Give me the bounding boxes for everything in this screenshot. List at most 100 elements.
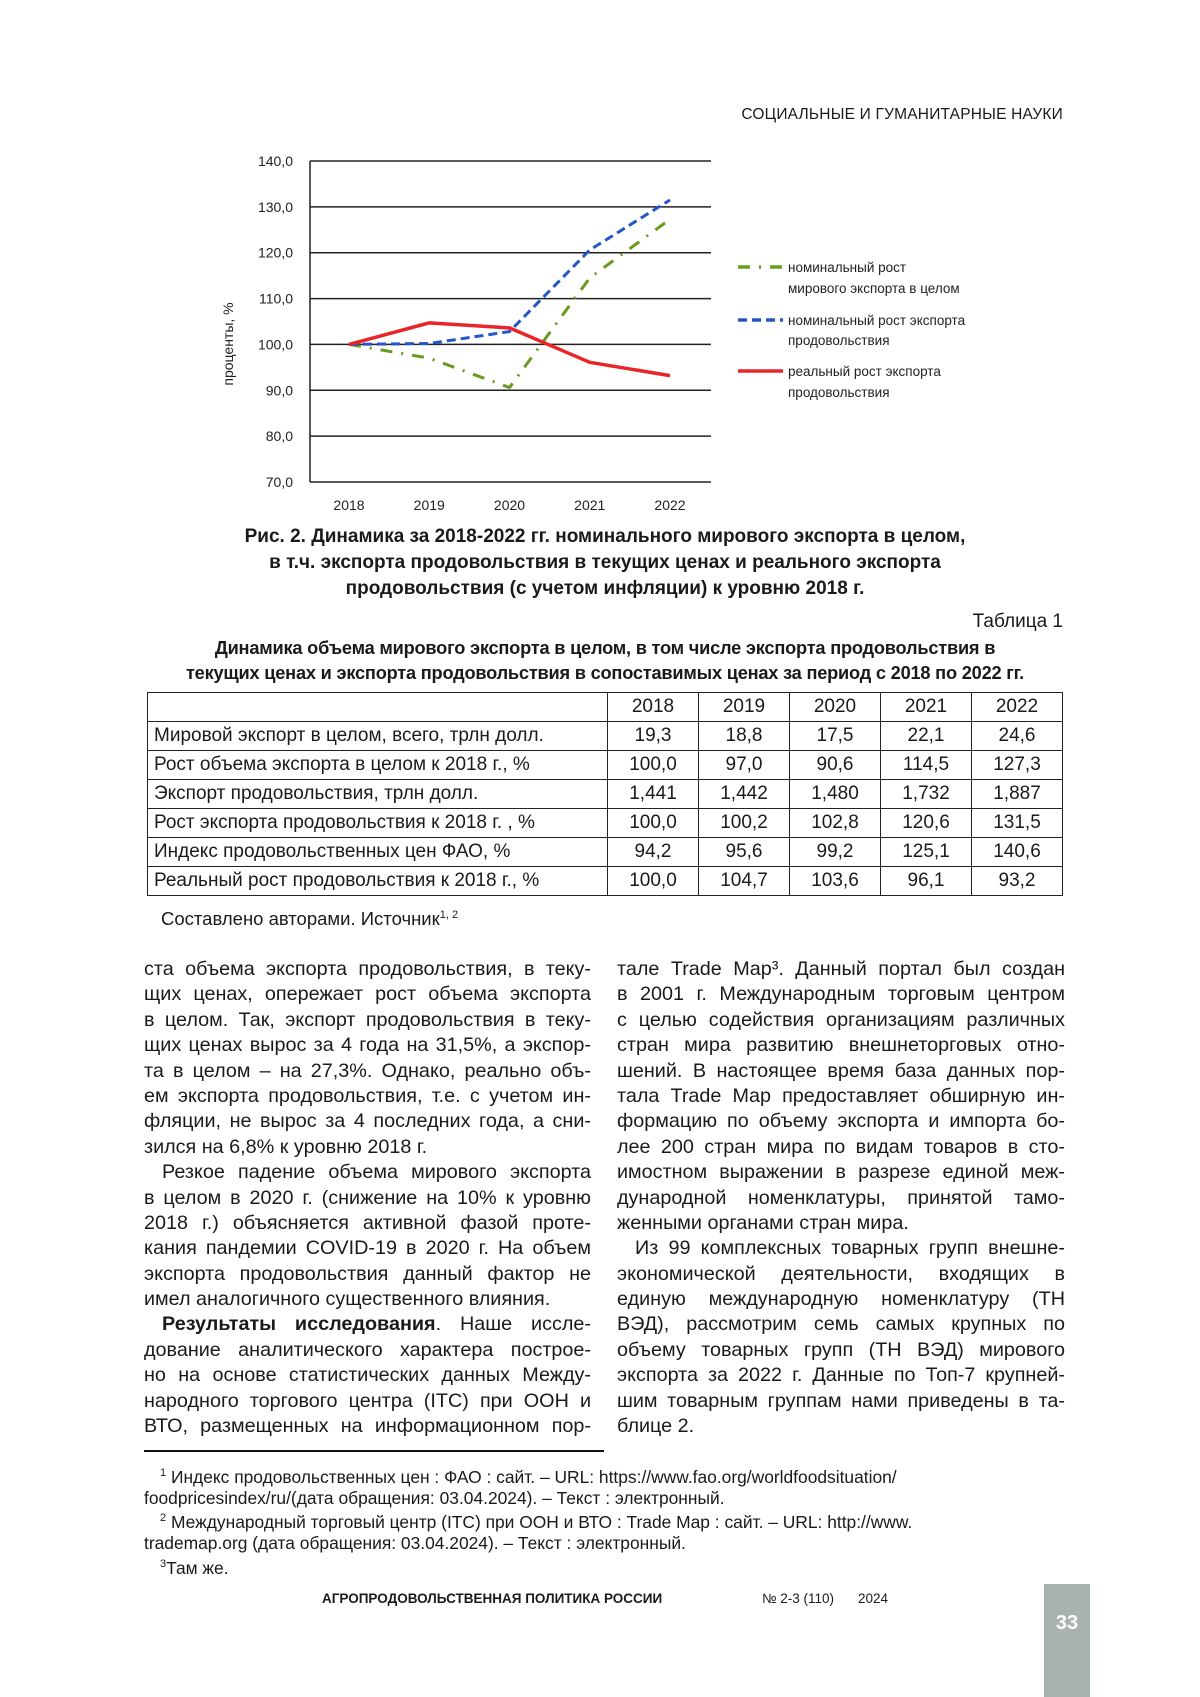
text-line-content: 2018 г.) объясняется активной фазой прот… <box>144 1212 591 1234</box>
row-label: Экспорт продовольствия, трлн долл. <box>148 780 608 809</box>
table-cell: 18,8 <box>699 722 790 751</box>
table-cell: 1,441 <box>608 780 699 809</box>
text-line-content: экспорта за 2022 г. Данные по Топ-7 круп… <box>617 1364 1065 1386</box>
caption-line: Рис. 2. Динамика за 2018-2022 гг. номина… <box>150 524 1060 550</box>
table-cell: 2020 <box>790 693 881 722</box>
table-cell: 1,480 <box>790 780 881 809</box>
row-label: Мировой экспорт в целом, всего, трлн дол… <box>148 722 608 751</box>
y-tick-label: 110,0 <box>259 291 293 307</box>
text-line-content: имел аналогичного существенного влияния. <box>144 1288 550 1310</box>
x-tick-label: 2018 <box>333 497 364 513</box>
text-line: в целом в 2020 г. (снижение на 10% к уро… <box>144 1186 591 1211</box>
text-line: народного торгового центра (ITC) при ООН… <box>144 1389 591 1414</box>
footnote-line: 3Там же. <box>144 1554 1065 1579</box>
table-cell: 100,0 <box>608 809 699 838</box>
text-line: экспорта продовольствия данный фактор не <box>144 1262 591 1287</box>
table-cell: 114,5 <box>881 751 972 780</box>
text-line: фляции, не вырос за 4 последних года, а … <box>144 1109 591 1134</box>
table-cell: 17,5 <box>790 722 881 751</box>
x-tick-label: 2020 <box>494 497 525 513</box>
text-line-content: женными органами стран мира. <box>617 1212 909 1234</box>
table-cell: 2019 <box>699 693 790 722</box>
row-label: Индекс продовольственных цен ФАО, % <box>148 838 608 867</box>
y-tick-label: 130,0 <box>258 199 293 215</box>
text-line-content: зился на 6,8% к уровню 2018 г. <box>144 1136 427 1158</box>
table-cell: 19,3 <box>608 722 699 751</box>
x-tick-label: 2019 <box>414 497 445 513</box>
text-line-content: в целом в 2020 г. (снижение на 10% к уро… <box>144 1187 591 1209</box>
table-cell: 1,887 <box>972 780 1063 809</box>
text-line-content: щих ценах, опережает рост объема экспорт… <box>144 983 591 1005</box>
table-cell: 93,2 <box>972 867 1063 896</box>
table-title: Динамика объема мирового экспорта в цело… <box>140 636 1070 686</box>
text-line-content: но на основе статистических данных Между… <box>144 1364 591 1386</box>
text-line-content: единую международную номенклатуру (ТН <box>617 1288 1065 1310</box>
footnote-line: 1 Индекс продовольственных цен : ФАО : с… <box>144 1463 1065 1488</box>
table-row: Мировой экспорт в целом, всего, трлн дол… <box>148 722 1063 751</box>
footer-journal: АГРОПРОДОВОЛЬСТВЕННАЯ ПОЛИТИКА РОССИИ <box>322 1591 662 1606</box>
table-title-line: текущих ценах и экспорта продовольствия … <box>140 661 1070 686</box>
figure-caption: Рис. 2. Динамика за 2018-2022 гг. номина… <box>150 524 1060 602</box>
text-line: экспорта за 2022 г. Данные по Топ-7 круп… <box>617 1363 1065 1388</box>
text-line: имел аналогичного существенного влияния. <box>144 1287 591 1312</box>
text-line: ста объема экспорта продовольствия, в те… <box>144 957 591 982</box>
table-cell: 120,6 <box>881 809 972 838</box>
table-cell: 96,1 <box>881 867 972 896</box>
text-line: имостном выражении в разрезе единой меж- <box>617 1160 1065 1185</box>
text-line-content: Резкое падение объема мирового экспорта <box>162 1161 591 1183</box>
table-cell: 125,1 <box>881 838 972 867</box>
row-label <box>148 693 608 722</box>
text-line-content: тала Trade Map предоставляет обширную ин… <box>617 1085 1065 1107</box>
table-cell: 100,0 <box>608 751 699 780</box>
table-cell: 102,8 <box>790 809 881 838</box>
text-line: та в целом – на 27,3%. Однако, реально о… <box>144 1059 591 1084</box>
text-line: единую международную номенклатуру (ТН <box>617 1287 1065 1312</box>
table-cell: 2021 <box>881 693 972 722</box>
text-line: в 2001 г. Международным торговым центром <box>617 982 1065 1007</box>
text-line-content: народного торгового центра (ITC) при ООН… <box>144 1390 591 1412</box>
text-line-content: ВЭД), рассмотрим семь самых крупных по <box>617 1313 1065 1335</box>
table-label: Таблица 1 <box>973 611 1063 633</box>
legend-label: номинальный рост <box>788 260 906 275</box>
page-number-tab <box>1044 1584 1090 1697</box>
text-line: шений. В настоящее время база данных пор… <box>617 1059 1065 1084</box>
table-row: Индекс продовольственных цен ФАО, %94,29… <box>148 838 1063 867</box>
footnote-text: trademap.org (дата обращения: 03.04.2024… <box>144 1533 686 1553</box>
table-cell: 104,7 <box>699 867 790 896</box>
legend-label: реальный рост экспорта <box>788 364 941 379</box>
line-chart: 70,080,090,0100,0110,0120,0130,0140,0 20… <box>0 0 1200 520</box>
series-line-2 <box>349 200 670 344</box>
text-line: женными органами стран мира. <box>617 1211 1065 1236</box>
text-line-content: в целом. Так, экспорт продовольствия в т… <box>144 1009 591 1031</box>
footnote-text: Индекс продовольственных цен : ФАО : сай… <box>166 1467 897 1487</box>
text-line-content: дование аналитического характера построе… <box>144 1339 591 1361</box>
x-tick-label: 2022 <box>654 497 685 513</box>
table-cell: 1,442 <box>699 780 790 809</box>
text-line: тала Trade Map предоставляет обширную ин… <box>617 1084 1065 1109</box>
text-line-content: дународной номенклатуры, принятой тамо- <box>617 1187 1065 1209</box>
text-line-content: ста объема экспорта продовольствия, в те… <box>144 958 591 980</box>
body-column-right: тале Trade Map³. Данный портал был созда… <box>617 957 1065 1439</box>
text-line-content: формацию по объему экспорта и импорта бо… <box>617 1110 1065 1132</box>
text-line-content: . Наше иссле- <box>436 1313 591 1335</box>
footer-year: 2024 <box>858 1591 888 1606</box>
y-tick-label: 120,0 <box>258 245 293 261</box>
chart-legend: номинальный ростмирового экспорта в цело… <box>738 260 966 400</box>
table-cell: 140,6 <box>972 838 1063 867</box>
text-line: с целью содействия организациям различны… <box>617 1008 1065 1033</box>
source-text: Составлено авторами. Источник <box>161 908 440 929</box>
text-line: шим товарным группам нами приведены в та… <box>617 1389 1065 1414</box>
text-line: кания пандемии COVID-19 в 2020 г. На объ… <box>144 1236 591 1261</box>
text-line-content: фляции, не вырос за 4 последних года, а … <box>144 1110 591 1132</box>
text-line-content: шений. В настоящее время база данных пор… <box>617 1060 1065 1082</box>
text-line: тале Trade Map³. Данный портал был созда… <box>617 957 1065 982</box>
text-line: Резкое падение объема мирового экспорта <box>144 1160 591 1185</box>
table-cell: 22,1 <box>881 722 972 751</box>
table-cell: 127,3 <box>972 751 1063 780</box>
table-cell: 99,2 <box>790 838 881 867</box>
footnotes: 1 Индекс продовольственных цен : ФАО : с… <box>144 1463 1065 1578</box>
text-line-content: Из 99 комплексных товарных групп внешне- <box>635 1237 1065 1259</box>
text-line: ВТО, размещенных на информационном пор- <box>144 1414 591 1439</box>
table-cell: 1,732 <box>881 780 972 809</box>
text-line-content: стран мира развитию внешнеторговых отно- <box>617 1034 1065 1056</box>
